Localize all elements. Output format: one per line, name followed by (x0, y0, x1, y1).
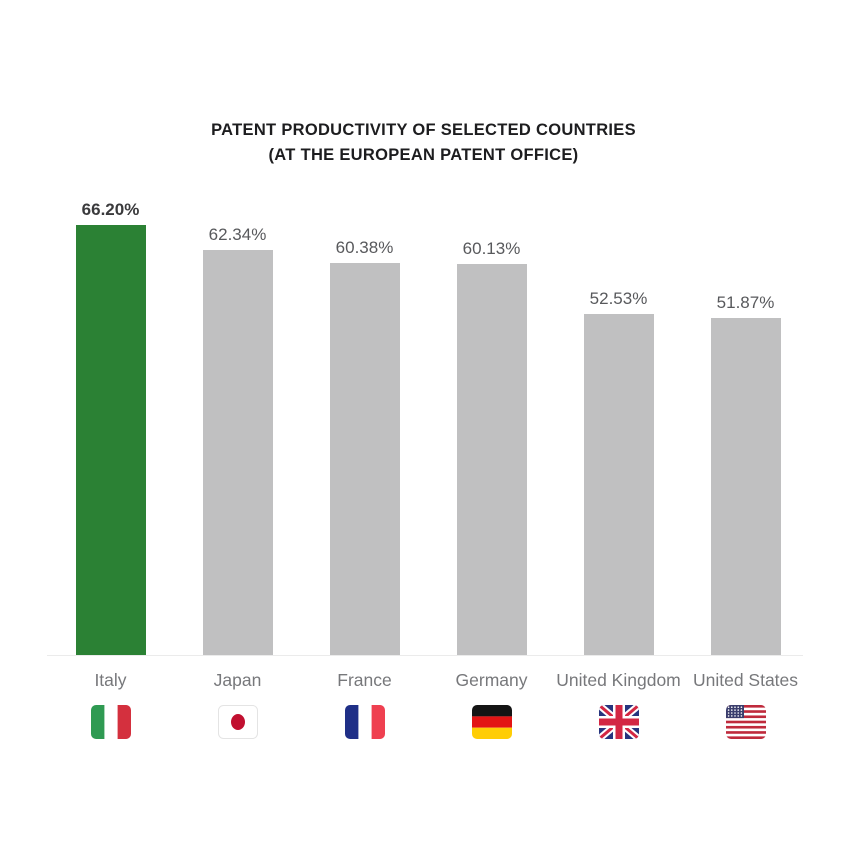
bar-area: 52.53% (583, 0, 654, 655)
bar-value-label: 60.13% (462, 239, 521, 259)
bar-area: 60.38% (329, 0, 400, 655)
bar-value-label: 62.34% (208, 224, 267, 244)
united-states-flag-icon (725, 705, 766, 739)
chart-subtitle: (AT THE EUROPEAN PATENT OFFICE) (268, 146, 579, 164)
bar-value-label: 51.87% (716, 292, 775, 312)
germany-flag-icon (471, 705, 512, 739)
bar-area: 62.34% (202, 0, 273, 655)
japan-flag-icon (217, 705, 258, 739)
bar-italy (75, 224, 146, 655)
country-label-japan: Japan (213, 670, 262, 690)
bar-column-united-kingdom: 52.53% United Kingdom (555, 0, 682, 739)
bar-column-italy: 66.20% Italy (47, 0, 174, 739)
bar-germany (456, 264, 527, 655)
bar-column-france: 60.38% France (301, 0, 428, 739)
france-flag-icon (344, 705, 385, 739)
chart-title-block: PATENT PRODUCTIVITY OF SELECTED COUNTRIE… (0, 118, 847, 168)
bar-france (329, 262, 400, 655)
bar-united-kingdom (583, 313, 654, 655)
bar-column-germany: 60.13% Germany (428, 0, 555, 739)
italy-flag-icon (90, 705, 131, 739)
country-label-united-kingdom: United Kingdom (556, 670, 681, 690)
bar-value-label: 60.38% (335, 237, 394, 257)
bar-area: 66.20% (75, 0, 146, 655)
country-label-united-states: United States (692, 670, 799, 690)
country-label-germany: Germany (455, 670, 528, 690)
bar-columns: 66.20% Italy 62.34% Japan 60.38% France … (47, 0, 809, 739)
x-axis-baseline (47, 655, 803, 656)
bar-japan (202, 249, 273, 655)
bar-united-states (710, 317, 781, 655)
bar-column-japan: 62.34% Japan (174, 0, 301, 739)
bar-column-united-states: 51.87% United States (682, 0, 809, 739)
chart-title: PATENT PRODUCTIVITY OF SELECTED COUNTRIE… (211, 121, 636, 139)
bar-area: 60.13% (456, 0, 527, 655)
bar-value-label: 52.53% (589, 288, 648, 308)
country-label-france: France (337, 670, 392, 690)
united-kingdom-flag-icon (598, 705, 639, 739)
bar-area: 51.87% (710, 0, 781, 655)
bar-value-label: 66.20% (81, 199, 140, 219)
country-label-italy: Italy (94, 670, 127, 690)
